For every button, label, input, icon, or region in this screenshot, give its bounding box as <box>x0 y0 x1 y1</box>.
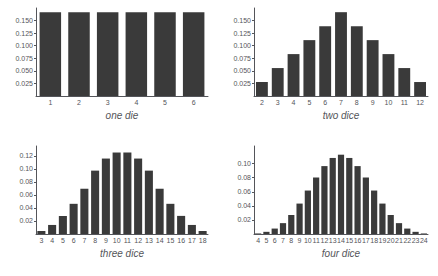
svg-text:11: 11 <box>313 237 320 244</box>
svg-text:12: 12 <box>416 99 424 106</box>
svg-text:24: 24 <box>420 237 428 244</box>
svg-text:0.050: 0.050 <box>15 67 33 74</box>
svg-text:17: 17 <box>362 237 370 244</box>
svg-text:8: 8 <box>355 99 359 106</box>
svg-text:7: 7 <box>339 99 343 106</box>
svg-text:0.02: 0.02 <box>237 216 251 223</box>
svg-text:11: 11 <box>124 237 131 244</box>
svg-text:0.08: 0.08 <box>237 174 251 181</box>
svg-text:0.02: 0.02 <box>19 217 33 224</box>
svg-text:23: 23 <box>412 237 420 244</box>
svg-text:18: 18 <box>199 237 207 244</box>
svg-text:8: 8 <box>93 237 97 244</box>
svg-text:0.025: 0.025 <box>233 80 251 87</box>
svg-text:0.08: 0.08 <box>19 178 33 185</box>
svg-text:6: 6 <box>273 237 277 244</box>
svg-text:10: 10 <box>304 237 312 244</box>
svg-text:16: 16 <box>354 237 362 244</box>
svg-text:2: 2 <box>260 99 264 106</box>
svg-text:0.06: 0.06 <box>19 191 33 198</box>
svg-text:5: 5 <box>307 99 311 106</box>
svg-text:15: 15 <box>345 237 353 244</box>
svg-text:14: 14 <box>156 237 164 244</box>
svg-text:3: 3 <box>106 99 110 106</box>
svg-text:12: 12 <box>321 237 329 244</box>
svg-text:5: 5 <box>264 237 268 244</box>
svg-text:0.100: 0.100 <box>233 42 251 49</box>
svg-text:9: 9 <box>104 237 108 244</box>
svg-text:1: 1 <box>48 99 52 106</box>
svg-text:three dice: three dice <box>100 248 144 259</box>
svg-text:7: 7 <box>281 237 285 244</box>
svg-text:0.025: 0.025 <box>15 80 33 87</box>
svg-text:16: 16 <box>177 237 185 244</box>
svg-text:7: 7 <box>82 237 86 244</box>
svg-text:0.10: 0.10 <box>237 160 251 167</box>
svg-text:6: 6 <box>323 99 327 106</box>
svg-text:6: 6 <box>72 237 76 244</box>
svg-text:19: 19 <box>379 237 387 244</box>
svg-text:20: 20 <box>387 237 395 244</box>
svg-text:12: 12 <box>134 237 142 244</box>
svg-text:0.04: 0.04 <box>237 202 251 209</box>
svg-text:0.075: 0.075 <box>233 55 251 62</box>
svg-text:6: 6 <box>192 99 196 106</box>
svg-text:3: 3 <box>39 237 43 244</box>
svg-text:2: 2 <box>77 99 81 106</box>
svg-text:two dice: two dice <box>323 110 360 121</box>
svg-text:0.100: 0.100 <box>15 42 33 49</box>
svg-text:0.150: 0.150 <box>233 17 251 24</box>
svg-text:0.125: 0.125 <box>15 30 33 37</box>
svg-text:four dice: four dice <box>322 248 361 259</box>
svg-text:4: 4 <box>134 99 138 106</box>
svg-text:4: 4 <box>292 99 296 106</box>
svg-text:21: 21 <box>395 237 403 244</box>
svg-text:0.125: 0.125 <box>233 30 251 37</box>
svg-text:13: 13 <box>145 237 153 244</box>
svg-text:0.04: 0.04 <box>19 204 33 211</box>
svg-text:8: 8 <box>289 237 293 244</box>
svg-text:one die: one die <box>106 110 139 121</box>
svg-text:0.12: 0.12 <box>19 152 33 159</box>
svg-text:18: 18 <box>370 237 378 244</box>
svg-text:4: 4 <box>256 237 260 244</box>
svg-text:9: 9 <box>371 99 375 106</box>
svg-text:5: 5 <box>61 237 65 244</box>
svg-text:14: 14 <box>337 237 345 244</box>
svg-text:15: 15 <box>166 237 174 244</box>
svg-text:0.10: 0.10 <box>19 165 33 172</box>
svg-text:11: 11 <box>401 99 408 106</box>
svg-text:0.06: 0.06 <box>237 188 251 195</box>
svg-text:10: 10 <box>113 237 121 244</box>
svg-text:10: 10 <box>385 99 393 106</box>
svg-text:5: 5 <box>163 99 167 106</box>
svg-text:0.075: 0.075 <box>15 55 33 62</box>
svg-text:22: 22 <box>403 237 411 244</box>
svg-text:0.150: 0.150 <box>15 17 33 24</box>
svg-text:13: 13 <box>329 237 337 244</box>
svg-text:0.050: 0.050 <box>233 67 251 74</box>
svg-text:4: 4 <box>50 237 54 244</box>
svg-text:9: 9 <box>298 237 302 244</box>
svg-text:17: 17 <box>188 237 196 244</box>
svg-text:3: 3 <box>276 99 280 106</box>
